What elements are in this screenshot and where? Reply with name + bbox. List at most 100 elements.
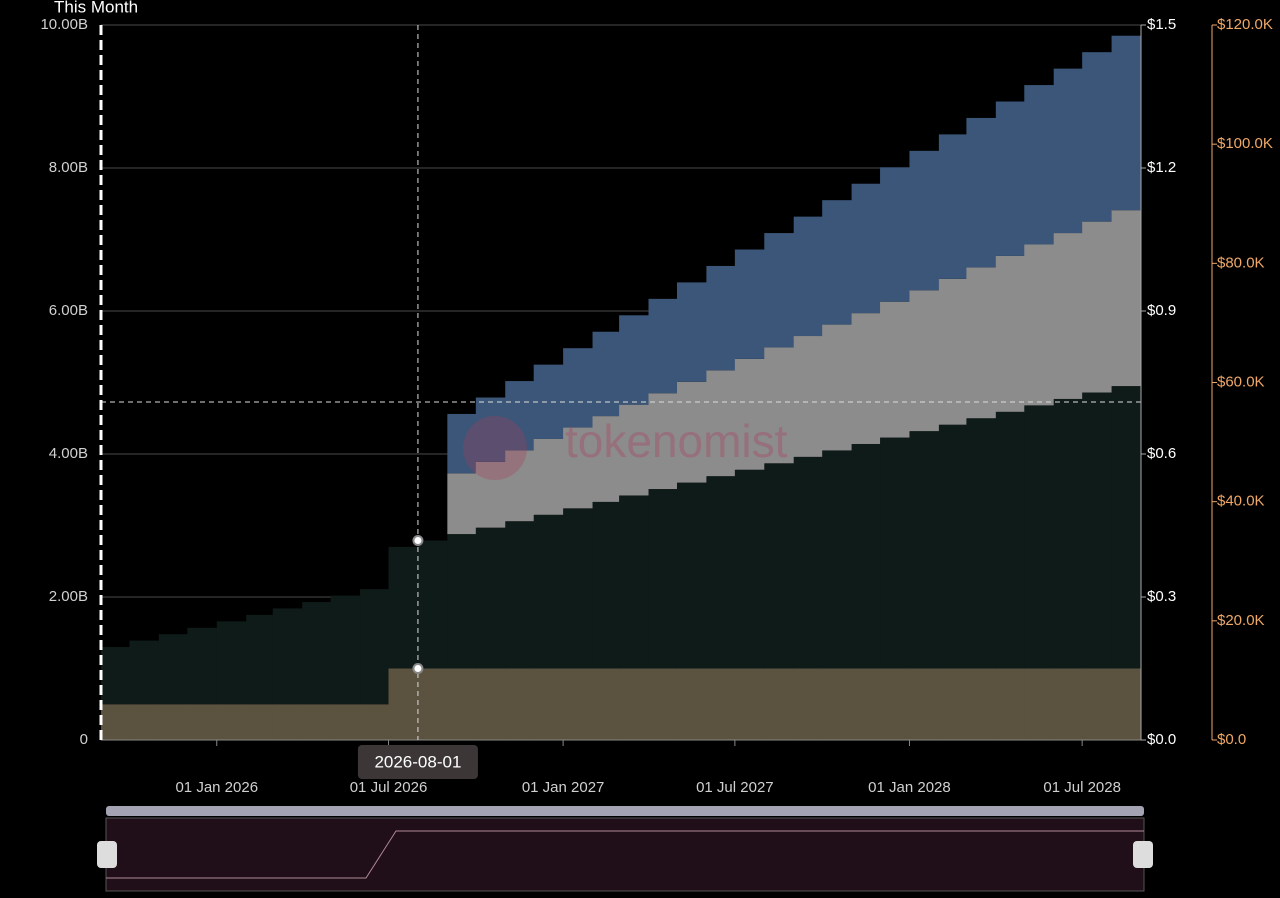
step-segment — [734, 249, 765, 359]
step-segment — [648, 668, 678, 740]
step-segment — [880, 668, 910, 740]
step-segment — [302, 704, 332, 740]
step-segment — [880, 437, 910, 669]
current-month-label: This Month — [54, 0, 138, 16]
step-segment — [966, 267, 997, 419]
step-segment — [592, 331, 620, 417]
step-segment — [764, 463, 795, 669]
navigator-handle-left[interactable] — [97, 841, 117, 868]
step-segment — [330, 595, 361, 705]
step-segment — [938, 668, 967, 740]
step-segment — [676, 282, 707, 382]
navigator[interactable] — [97, 806, 1153, 892]
step-segment — [648, 393, 678, 490]
step-segment — [966, 117, 997, 268]
step-segment — [676, 668, 707, 740]
step-segment — [938, 278, 967, 425]
step-segment — [619, 404, 650, 496]
step-segment — [447, 413, 477, 474]
step-segment — [563, 668, 594, 740]
step-segment — [1024, 668, 1055, 740]
step-segment — [822, 200, 853, 325]
step-segment — [676, 482, 707, 669]
step-segment — [648, 298, 678, 394]
step-segment — [563, 427, 594, 509]
hover-marker — [412, 535, 424, 547]
step-segment — [676, 381, 707, 483]
step-segment — [158, 634, 188, 705]
y2-tick-label: $1.5 — [1147, 16, 1176, 33]
step-segment — [360, 589, 390, 705]
y2-tick-label: $0.3 — [1147, 588, 1176, 605]
step-segment — [388, 546, 419, 669]
step-segment — [1053, 68, 1083, 234]
step-segment — [1111, 35, 1142, 211]
y-tick-label: 4.00B — [49, 445, 88, 462]
step-segment — [734, 469, 765, 669]
step-segment — [272, 704, 303, 740]
step-segment — [330, 704, 361, 740]
y3-tick-label: $80.0K — [1217, 254, 1265, 271]
step-segment — [909, 668, 940, 740]
step-segment — [851, 313, 881, 444]
step-segment — [1053, 668, 1083, 740]
step-segment — [272, 608, 303, 705]
y3-tick-label: $60.0K — [1217, 373, 1265, 390]
step-segment — [822, 668, 853, 740]
step-segment — [938, 134, 967, 279]
step-segment — [447, 534, 477, 669]
x-tick-label: 01 Jul 2027 — [696, 779, 774, 796]
navigator-handle-right[interactable] — [1133, 841, 1153, 868]
y2-tick-label: $0.6 — [1147, 445, 1176, 462]
step-segment — [1082, 392, 1113, 669]
y3-tick-label: $100.0K — [1217, 135, 1273, 152]
hover-marker — [412, 663, 424, 674]
step-segment — [909, 431, 940, 669]
step-segment — [1024, 244, 1055, 406]
step-segment — [1111, 668, 1142, 740]
step-segment — [505, 381, 535, 451]
step-segment — [302, 602, 332, 705]
step-segment — [619, 315, 650, 405]
step-segment — [101, 704, 130, 740]
step-segment — [533, 514, 564, 669]
step-segment — [447, 473, 477, 535]
step-segment — [447, 668, 477, 740]
step-segment — [475, 668, 506, 740]
step-segment — [706, 265, 736, 371]
y2-tick-label: $0.0 — [1147, 731, 1176, 748]
watermark: tokenomist — [565, 415, 788, 467]
step-segment — [417, 668, 448, 740]
step-segment — [1053, 233, 1083, 399]
y3-tick-label: $0.0 — [1217, 731, 1246, 748]
step-segment — [734, 358, 765, 470]
step-segment — [734, 668, 765, 740]
navigator-scrollbar[interactable] — [106, 806, 1144, 816]
step-segment — [475, 527, 506, 669]
step-segment — [619, 668, 650, 740]
step-segment — [851, 183, 881, 314]
step-segment — [246, 614, 274, 705]
navigator-line — [106, 830, 1144, 879]
step-segment — [851, 668, 881, 740]
step-segment — [129, 640, 160, 705]
y3-tick-label: $120.0K — [1217, 16, 1273, 33]
y-tick-label: 0 — [80, 731, 88, 748]
step-segment — [619, 495, 650, 669]
y-tick-label: 6.00B — [49, 302, 88, 319]
step-segment — [129, 704, 160, 740]
step-segment — [388, 668, 419, 740]
y3-tick-label: $40.0K — [1217, 493, 1265, 510]
step-segment — [417, 540, 448, 669]
step-segment — [764, 233, 795, 348]
step-segment — [822, 450, 853, 669]
y2-tick-label: $1.2 — [1147, 159, 1176, 176]
y2-tick-label: $0.9 — [1147, 302, 1176, 319]
plot — [101, 24, 1142, 741]
step-segment — [909, 150, 940, 291]
step-segment — [158, 704, 188, 740]
step-segment — [648, 489, 678, 669]
step-segment — [995, 101, 1025, 256]
